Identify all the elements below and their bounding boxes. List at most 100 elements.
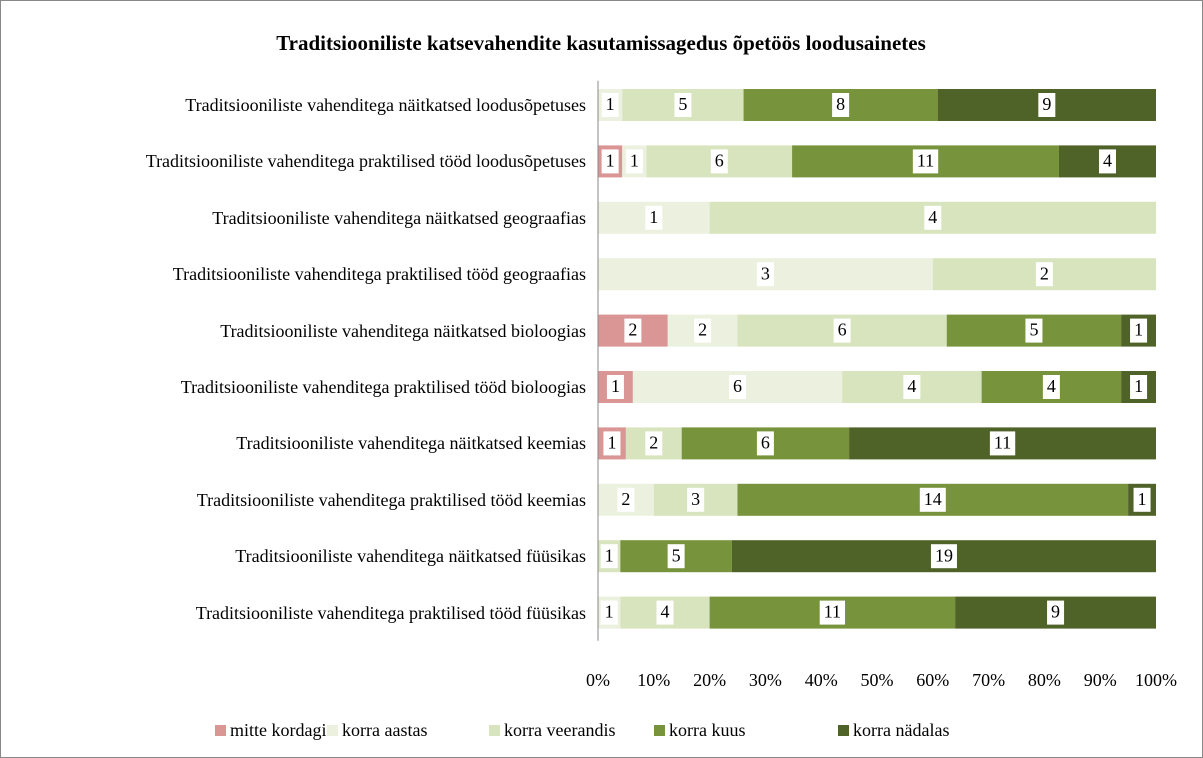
y-tick-text: Traditsiooniliste vahenditega praktilise… [180,377,586,397]
y-tick-label: Traditsiooniliste vahenditega praktilise… [10,470,586,530]
legend-swatch [838,725,849,736]
y-tick-text: Traditsiooniliste vahenditega praktilise… [195,602,586,623]
legend-swatch [489,725,500,736]
data-label: 6 [733,376,742,396]
y-tick-label: Traditsiooniliste vahenditega näitkatsed… [10,75,586,135]
y-tick-label: Traditsiooniliste vahenditega praktilise… [10,357,586,417]
y-tick-label: Traditsiooniliste vahenditega praktilise… [10,244,586,304]
data-label: 5 [1029,320,1038,340]
y-tick-text: Traditsiooniliste vahenditega näitkatsed… [220,320,586,341]
data-label: 14 [924,489,942,509]
data-label: 4 [928,207,937,227]
data-label: 2 [628,320,637,340]
legend-label: korra nädalas [853,720,949,740]
data-label-bg [1035,262,1053,287]
x-tick-label: 100% [1135,670,1177,690]
y-tick-label: Traditsiooniliste vahenditega näitkatsed… [10,413,586,473]
y-tick-text: Traditsiooniliste vahenditega näitkatsed… [236,433,586,454]
x-tick-label: 50% [861,670,894,690]
data-label-bg [756,431,774,456]
data-label: 4 [1103,151,1112,171]
data-label: 1 [1134,376,1143,396]
y-tick-label: Traditsiooniliste vahenditega näitkatsed… [10,301,586,361]
data-label: 2 [1040,263,1049,283]
data-label-bg [601,93,619,117]
data-label-bg [756,262,774,287]
data-label: 11 [994,433,1011,453]
legend-label: mitte kordagi [230,720,326,740]
data-label-bg [656,600,674,625]
data-label: 1 [1134,320,1143,340]
data-label-bg [1042,375,1060,399]
data-label-bg [601,149,619,174]
data-label-bg [674,93,692,117]
data-label-bg [819,600,846,625]
data-label: 1 [607,433,616,453]
data-label-bg [912,149,939,174]
data-label-bg [710,149,728,174]
legend-swatch [215,725,226,736]
data-label: 9 [1051,602,1060,622]
data-label-bg [832,93,850,117]
data-label-bg [625,149,643,174]
data-label-bg [694,318,712,343]
data-label-bg [687,487,705,512]
data-label: 5 [672,545,681,565]
data-label-bg [606,375,624,399]
data-label-bg [989,431,1016,456]
data-label: 4 [1047,376,1056,396]
data-label-bg [1038,93,1056,117]
data-label-bg [930,544,957,569]
y-tick-text: Traditsiooniliste vahenditega näitkatsed… [185,95,586,115]
y-tick-label: Traditsiooniliste vahenditega näitkatsed… [10,188,586,248]
data-label-bg [603,431,621,456]
data-label: 1 [605,545,614,565]
data-label: 2 [621,489,630,509]
y-tick-text: Traditsiooniliste vahenditega praktilise… [196,489,586,510]
data-label: 4 [907,376,916,396]
data-label: 1 [630,151,639,171]
data-label: 1 [611,376,620,396]
data-label-bg [645,431,663,456]
data-label: 2 [649,433,658,453]
y-tick-label: Traditsiooniliste vahenditega praktilise… [10,131,586,191]
data-label: 8 [836,94,845,114]
data-label: 4 [660,602,669,622]
x-tick-label: 0% [586,670,610,690]
x-tick-label: 40% [805,670,838,690]
data-label-bg [1047,600,1065,625]
data-label: 3 [761,263,770,283]
y-tick-text: Traditsiooniliste vahenditega praktilise… [145,151,586,172]
legend-swatch [654,725,665,736]
data-label: 1 [649,207,658,227]
data-label: 9 [1042,94,1051,114]
data-label-bg [903,375,921,399]
data-label: 6 [761,433,770,453]
data-label: 11 [917,151,934,171]
data-label: 6 [838,320,847,340]
data-label-bg [1130,375,1148,399]
data-label-bg [1133,487,1151,512]
data-label-bg [667,544,685,569]
data-label-bg [1130,318,1148,343]
legend-label: korra kuus [669,720,745,740]
y-tick-text: Traditsiooniliste vahenditega näitkatsed… [212,207,586,228]
data-label-bg [729,375,746,399]
legend-swatch [327,725,338,736]
y-tick-label: Traditsiooniliste vahenditega praktilise… [10,583,586,643]
chart-title: Traditsiooniliste katsevahendite kasutam… [276,31,926,55]
data-label: 2 [698,320,707,340]
data-label-bg [919,487,946,512]
x-tick-label: 70% [972,670,1005,690]
legend-label: korra aastas [342,720,427,740]
data-label: 1 [606,94,615,114]
data-label-bg [1098,149,1116,174]
data-label-bg [617,487,635,512]
data-label: 11 [824,602,841,622]
y-tick-text: Traditsiooniliste vahenditega praktilise… [172,264,586,285]
x-tick-label: 90% [1084,670,1117,690]
data-label: 1 [606,151,615,171]
data-label: 5 [678,94,687,114]
